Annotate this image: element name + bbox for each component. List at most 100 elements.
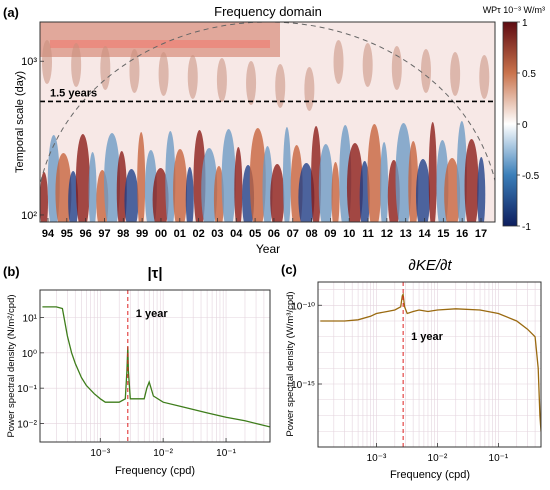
panel-a-x-tick-label: 05 xyxy=(249,228,261,240)
heatmap-blob xyxy=(275,64,286,108)
heatmap-blob xyxy=(68,171,79,222)
heatmap-blob xyxy=(331,162,340,222)
panel-a-x-tick-label: 15 xyxy=(437,228,449,240)
colorbar-tick-label: -0.5 xyxy=(522,171,540,182)
panel-a-x-tick-label: 16 xyxy=(456,228,468,240)
panel-b-frame xyxy=(39,289,271,443)
panel-a-annotation-label: 1.5 years xyxy=(50,87,97,99)
panel-a-x-tick-label: 01 xyxy=(174,228,186,240)
heatmap-blob xyxy=(311,126,322,222)
heatmap-blob xyxy=(367,124,382,222)
heatmap-blob xyxy=(270,164,285,222)
panel-a-x-tick-label: 13 xyxy=(400,228,412,240)
panel-a-title: Frequency domain xyxy=(214,4,322,19)
heatmap-blob xyxy=(262,146,273,222)
heatmap-blob xyxy=(75,134,90,222)
heatmap-blob xyxy=(216,58,227,102)
heatmap-band xyxy=(50,40,270,48)
panel-b-x-axis-label: Frequency (cpd) xyxy=(115,465,195,477)
panel-a-y-axis-label: Temporal scale (day) xyxy=(14,71,26,173)
panel-b-x-ticks: 10⁻³ 10⁻² 10⁻¹ xyxy=(90,438,237,459)
heatmap-blob xyxy=(380,142,389,222)
panel-a-y-tick-label: 10² xyxy=(21,210,37,222)
heatmap-blob xyxy=(450,52,461,96)
panel-a-x-tick-label: 95 xyxy=(61,228,73,240)
colorbar-label: WPτ 10⁻³ W/m³ xyxy=(483,5,545,15)
panel-a-x-tick-label: 14 xyxy=(418,228,431,240)
heatmap-blob xyxy=(124,169,139,222)
heatmap-blob xyxy=(428,122,437,222)
panel-a-x-tick-label: 10 xyxy=(343,228,355,240)
heatmap-blob xyxy=(42,40,52,84)
heatmap-blob xyxy=(359,161,370,222)
panel-a-x-tick-label: 04 xyxy=(230,228,243,240)
heatmap-blob xyxy=(298,163,315,222)
heatmap-blob xyxy=(55,153,72,222)
heatmap-blob xyxy=(88,152,97,222)
panel-a-x-tick-label: 08 xyxy=(305,228,317,240)
panel-b-x-tick-label: 10⁻³ xyxy=(90,448,110,459)
panel-c-title: ∂KE/∂t xyxy=(408,257,452,274)
panel-c-plot-area xyxy=(318,282,541,447)
heatmap-blob xyxy=(104,133,121,222)
panel-a-heatmap xyxy=(40,22,490,222)
heatmap-blob xyxy=(346,143,363,222)
panel-c-label: (c) xyxy=(281,262,297,277)
colorbar-tick-label: -1 xyxy=(522,222,531,233)
heatmap-blob xyxy=(249,128,266,222)
panel-b-annotation-label: 1 year xyxy=(136,308,169,320)
panel-c-annotation-label: 1 year xyxy=(411,331,444,343)
heatmap-blob xyxy=(415,159,430,222)
heatmap-blob xyxy=(137,132,146,222)
colorbar: WPτ 10⁻³ W/m³ 1 0.5 0 -0.5 -1 xyxy=(483,5,545,233)
panel-a: 1.5 years 94 95 96 97 98 99 00 01 02 03 04 05 06 07 08… xyxy=(3,4,545,256)
panel-c-y-axis-label: Power spectral density (W/m³/cpd) xyxy=(285,291,296,436)
heatmap-blob xyxy=(158,52,169,96)
panel-a-y-ticks: 10² 10³ xyxy=(21,56,44,222)
heatmap-blob xyxy=(71,43,82,87)
panel-a-x-tick-label: 96 xyxy=(80,228,92,240)
heatmap-blob xyxy=(395,123,412,222)
panel-c-frame xyxy=(317,281,542,448)
panel-b-y-tick-label: 10⁻¹ xyxy=(17,384,37,395)
panel-c-x-ticks: 10⁻³ 10⁻² 10⁻¹ xyxy=(367,443,509,464)
panel-b-y-tick-label: 10⁻² xyxy=(17,420,37,431)
colorbar-tick-label: 0 xyxy=(522,120,528,131)
panel-b-x-tick-label: 10⁻² xyxy=(153,448,173,459)
panel-a-x-tick-label: 94 xyxy=(42,228,55,240)
heatmap-blob xyxy=(391,46,402,90)
panel-b-grid xyxy=(40,290,271,442)
panel-c-x-tick-label: 10⁻¹ xyxy=(489,453,509,464)
heatmap-blob xyxy=(213,166,224,222)
panel-b-y-tick-label: 10⁰ xyxy=(22,349,37,360)
panel-c-y-tick-label: 10⁻¹⁵ xyxy=(291,380,315,391)
panel-b-plot-area xyxy=(40,290,270,442)
heatmap-blob xyxy=(201,148,218,222)
panel-a-x-tick-label: 00 xyxy=(155,228,167,240)
panel-b-x-tick-label: 10⁻¹ xyxy=(216,448,236,459)
panel-a-x-tick-label: 99 xyxy=(136,228,148,240)
panel-a-x-tick-label: 11 xyxy=(362,228,374,240)
heatmap-blob xyxy=(40,172,48,222)
panel-a-x-tick-label: 97 xyxy=(98,228,110,240)
panel-b-title: |τ| xyxy=(147,265,162,282)
heatmap-blob xyxy=(408,141,419,222)
heatmap-blob xyxy=(318,144,333,222)
heatmap-blob xyxy=(362,43,373,87)
panel-a-y-tick-label: 10³ xyxy=(21,56,37,68)
colorbar-ticks: 1 0.5 0 -0.5 -1 xyxy=(517,18,540,233)
panel-a-label: (a) xyxy=(3,5,19,20)
panel-a-x-tick-label: 07 xyxy=(287,228,299,240)
heatmap-blob xyxy=(152,168,169,222)
heatmap-blob xyxy=(444,158,461,222)
panel-a-x-axis-label: Year xyxy=(256,242,280,256)
panel-c-x-tick-label: 10⁻³ xyxy=(367,453,387,464)
panel-a-x-tick-label: 02 xyxy=(192,228,204,240)
panel-c-x-tick-label: 10⁻² xyxy=(428,453,448,464)
panel-c-y-ticks: 10⁻¹⁰ 10⁻¹⁵ xyxy=(291,301,322,391)
panel-b-y-ticks: 10¹ 10⁰ 10⁻¹ 10⁻² xyxy=(17,314,44,431)
panel-c: 1 year 10⁻³ 10⁻² 10⁻¹ 10⁻¹⁰ 10⁻¹⁵ (c) ∂KE/∂… xyxy=(281,257,542,481)
heatmap-blob xyxy=(221,129,236,222)
panel-a-x-tick-label: 98 xyxy=(117,228,129,240)
